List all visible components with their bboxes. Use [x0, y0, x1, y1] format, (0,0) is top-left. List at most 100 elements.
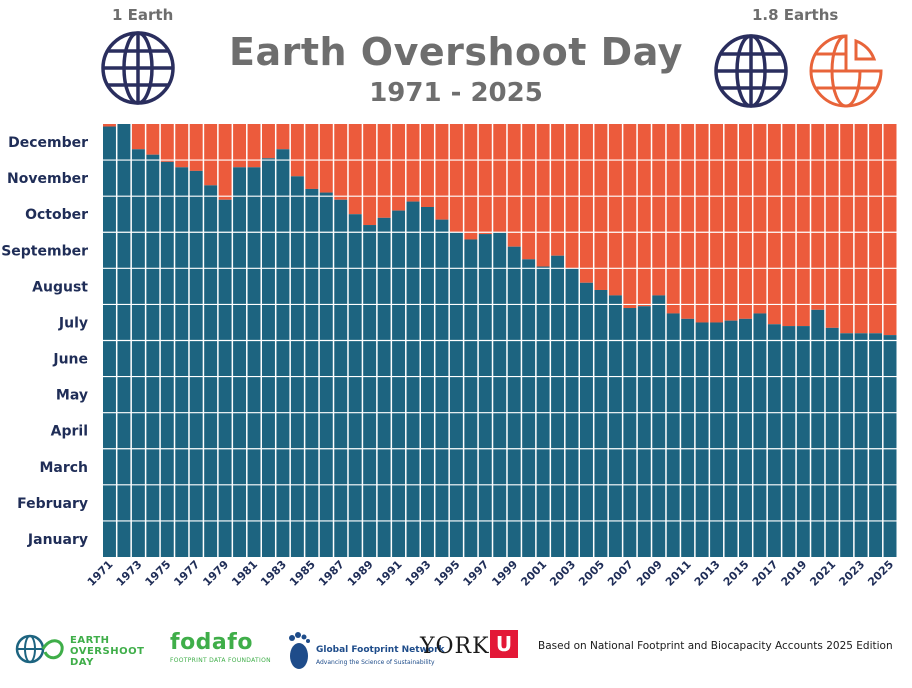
year-tick-label: 1993: [403, 558, 434, 589]
month-label: May: [56, 388, 88, 404]
york-u-logo: U: [490, 630, 518, 658]
month-label: December: [8, 135, 88, 151]
overshoot-day-bar-2017: [767, 324, 781, 557]
overshoot-day-bar-1988: [348, 214, 362, 557]
overshoot-day-bar-1984: [290, 176, 304, 557]
overshoot-day-bar-1998: [493, 232, 507, 557]
overshoot-day-bar-2016: [753, 313, 767, 557]
overshoot-bar-2023: [854, 124, 868, 334]
year-tick-label: 2001: [518, 558, 549, 589]
year-tick-label: 1975: [143, 558, 174, 589]
fodafo-subtitle: FOOTPRINT DATA FOUNDATION: [170, 657, 271, 664]
overshoot-day-bar-2021: [825, 327, 839, 557]
year-tick-label: 1991: [374, 558, 405, 589]
month-label: November: [7, 171, 88, 187]
overshoot-bar-1988: [348, 124, 362, 215]
overshoot-day-bar-2010: [666, 313, 680, 557]
overshoot-day-bar-2013: [710, 322, 724, 557]
overshoot-bar-2018: [782, 124, 796, 327]
overshoot-bar-1999: [507, 124, 521, 247]
year-tick-label: 1977: [171, 558, 202, 589]
overshoot-day-bar-1986: [319, 192, 333, 557]
overshoot-bar-1975: [160, 124, 174, 162]
overshoot-day-bar-2002: [551, 255, 565, 557]
overshoot-day-bar-2004: [580, 282, 593, 557]
overshoot-bar-2017: [767, 124, 781, 325]
overshoot-bar-2000: [522, 124, 536, 260]
overshoot-bar-1986: [319, 124, 333, 193]
overshoot-day-bar-1994: [435, 219, 449, 557]
overshoot-bar-1993: [421, 124, 434, 207]
overshoot-day-bar-2023: [854, 333, 868, 557]
overshoot-bar-2016: [753, 124, 767, 314]
year-tick-label: 2005: [576, 558, 607, 589]
one-earth-globe-icon: [101, 31, 175, 105]
overshoot-bar-2024: [869, 124, 883, 334]
overshoot-bar-1982: [262, 124, 275, 159]
footprint-icon: [289, 632, 310, 669]
overshoot-day-bar-2025: [883, 335, 897, 557]
overshoot-day-bar-2006: [608, 295, 622, 557]
overshoot-day-bar-1974: [146, 154, 160, 558]
one-earth-label: 1 Earth: [112, 6, 174, 24]
fodafo-logo: fodafo: [170, 630, 253, 655]
year-tick-label: 1999: [489, 558, 520, 589]
source-note: Based on National Footprint and Biocapac…: [538, 640, 893, 652]
overshoot-day-bar-2005: [594, 289, 608, 557]
overshoot-bar-2020: [811, 124, 825, 310]
overshoot-bar-1979: [218, 124, 232, 200]
overshoot-day-bar-2015: [739, 318, 752, 557]
overshoot-day-bar-2024: [869, 333, 883, 557]
month-label: January: [27, 532, 88, 548]
overshoot-day-bar-2018: [782, 326, 796, 557]
york-logo-text: YORK: [420, 634, 490, 659]
overshoot-day-bar-1990: [377, 217, 391, 557]
year-tick-label: 1971: [85, 558, 116, 589]
overshoot-day-bar-2022: [840, 333, 854, 557]
overshoot-bar-2011: [681, 124, 695, 319]
overshoot-bar-2025: [883, 124, 897, 336]
year-tick-label: 2021: [807, 558, 838, 589]
overshoot-bar-chart: January February March April May June July Augu…: [1, 124, 898, 589]
overshoot-bar-2015: [739, 124, 752, 319]
year-tick-label: 2019: [779, 558, 810, 589]
chart-subtitle: 1971 - 2025: [369, 78, 543, 108]
year-tick-label: 2013: [692, 558, 723, 589]
month-label: March: [39, 460, 88, 476]
overshoot-day-bar-1975: [160, 161, 174, 557]
year-tick-label: 2015: [721, 558, 752, 589]
overshoot-bar-2010: [666, 124, 680, 314]
overshoot-bar-2019: [796, 124, 810, 327]
full-earth-globe-icon: [714, 34, 788, 108]
year-tick-label: 2017: [750, 558, 781, 589]
overshoot-bar-1989: [363, 124, 377, 226]
overshoot-day-bar-1980: [233, 167, 247, 558]
overshoot-bar-1995: [449, 124, 463, 233]
overshoot-day-bar-1983: [276, 149, 290, 557]
overshoot-bar-1990: [377, 124, 391, 218]
overshoot-bar-2006: [608, 124, 622, 296]
overshoot-day-bar-2014: [724, 320, 738, 557]
year-tick-label: 1981: [229, 558, 260, 589]
month-label: August: [32, 279, 88, 295]
overshoot-day-bar-2007: [623, 308, 637, 557]
year-tick-label: 1985: [287, 558, 318, 589]
earths-needed-label: 1.8 Earths: [752, 6, 839, 24]
overshoot-day-bar-1996: [464, 239, 478, 557]
overshoot-day-bar-1992: [406, 201, 420, 557]
overshoot-bar-2005: [594, 124, 608, 290]
overshoot-bar-1973: [131, 124, 145, 150]
overshoot-bar-1994: [435, 124, 449, 220]
overshoot-day-bar-1985: [305, 188, 319, 557]
overshoot-bar-2007: [623, 124, 637, 309]
overshoot-bar-2021: [825, 124, 839, 328]
overshoot-bar-2013: [710, 124, 724, 323]
overshoot-bar-1977: [189, 124, 203, 171]
year-tick-label: 2009: [634, 558, 665, 589]
overshoot-day-bar-2012: [695, 322, 709, 557]
overshoot-bar-1997: [478, 124, 492, 235]
overshoot-bar-1985: [305, 124, 319, 189]
year-tick-label: 1973: [114, 558, 145, 589]
year-tick-label: 2025: [865, 558, 896, 589]
month-label: April: [51, 424, 88, 440]
